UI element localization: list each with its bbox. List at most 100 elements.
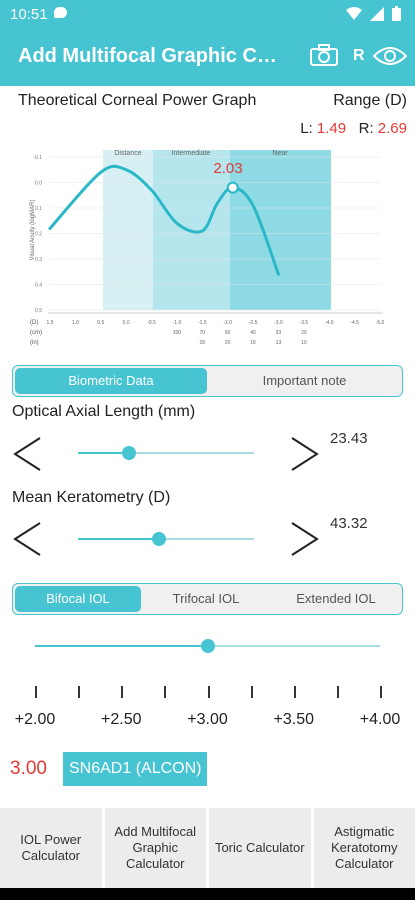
y-tick-label: 0.5 xyxy=(35,308,42,314)
camera-icon[interactable] xyxy=(310,44,338,66)
nav-add-multifocal-graphic-calculator[interactable]: Add Multifocal Graphic Calculator xyxy=(104,808,206,888)
add-slider-fill xyxy=(35,645,208,647)
axial-slider-fill xyxy=(78,452,130,454)
cm-tick-label: 50 xyxy=(225,330,231,336)
page-title: Add Multifocal Graphic Calculator xyxy=(18,45,288,67)
tab-bifocal-iol[interactable]: Bifocal IOL xyxy=(15,586,141,612)
zone-label-intermediate: Intermediate xyxy=(172,150,211,157)
in-tick-label: 28 xyxy=(200,340,206,346)
scale-label: +2.50 xyxy=(101,711,142,728)
y-tick-label: 0.0 xyxy=(35,181,42,187)
axial-increase-icon[interactable] xyxy=(290,436,320,472)
cm-tick-label: 100 xyxy=(173,330,182,336)
keratometry-slider-fill xyxy=(78,538,159,540)
peak-value-label: 2.03 xyxy=(213,160,242,177)
row-label-cm: (cm) xyxy=(30,330,42,336)
x-axis-ticks: 1.5 1.0 0.5 0.0 -0.5 -1.0 -1.5 -2.0 -2.5 -3.0 -3.5… xyxy=(47,320,385,346)
nav-iol-power-calculator[interactable]: IOL Power Calculator xyxy=(0,808,102,888)
scale-tick xyxy=(121,686,124,698)
keratometry-decrease-icon[interactable] xyxy=(12,521,42,557)
axial-length-slider[interactable] xyxy=(78,446,254,460)
corneal-power-chart: Distance Intermediate Near -0.1 0.0 0.1 0.2… xyxy=(30,150,385,346)
scale-label: +2.00 xyxy=(14,711,56,728)
scale-tick xyxy=(78,686,81,698)
zone-label-near: Near xyxy=(272,150,288,157)
in-tick-label: 16 xyxy=(250,340,256,346)
y-tick-label: 0.2 xyxy=(35,232,42,238)
nav-astigmatic-keratotomy-calculator[interactable]: Astigmatic Keratotomy Calculator xyxy=(313,808,415,888)
axial-slider-thumb[interactable] xyxy=(122,446,137,460)
status-bar: 10:51 xyxy=(0,0,415,30)
scale-tick xyxy=(293,686,296,698)
y-tick-label: 0.3 xyxy=(35,257,42,263)
right-range-value: 2.69 xyxy=(377,120,407,137)
scale-tick xyxy=(35,686,37,698)
iol-model-badge[interactable]: SN6AD1 (ALCON) xyxy=(63,752,208,786)
cm-tick-label: 70 xyxy=(200,330,206,336)
x-tick-label: -2.0 xyxy=(223,320,232,326)
tab-extended-iol[interactable]: Extended IOL xyxy=(296,591,376,606)
iol-type-tab-bar: Bifocal IOL Trifocal IOL Extended IOL xyxy=(12,583,403,615)
y-tick-label: 0.4 xyxy=(35,283,42,289)
in-tick-label: 10 xyxy=(301,340,307,346)
range-values: L: 1.49 R: 2.69 xyxy=(300,120,407,137)
peak-marker xyxy=(226,181,239,194)
left-range-label: L: xyxy=(300,120,313,137)
x-tick-label: -1.5 xyxy=(198,320,207,326)
x-tick-label: -4.0 xyxy=(325,320,334,326)
chart-grid: -0.1 0.0 0.1 0.2 0.3 0.4 0.5 xyxy=(33,155,380,314)
scale-label: +3.50 xyxy=(273,711,314,728)
status-icons xyxy=(346,6,401,21)
add-power-slider[interactable] xyxy=(35,639,380,653)
x-tick-label: -3.0 xyxy=(274,320,283,326)
axial-decrease-icon[interactable] xyxy=(12,436,42,472)
keratometry-slider-thumb[interactable] xyxy=(151,532,166,546)
app-bar: Add Multifocal Graphic Calculator R xyxy=(0,30,415,86)
x-tick-label: 0.5 xyxy=(97,320,104,326)
y-axis-label: Visual Acuity (logMAR) xyxy=(30,200,36,261)
keratometry-increase-icon[interactable] xyxy=(290,521,320,557)
x-tick-label: -3.5 xyxy=(300,320,309,326)
notification-icon xyxy=(54,7,67,18)
zone-label-distance: Distance xyxy=(114,150,141,157)
x-tick-label: -5.0 xyxy=(376,320,385,326)
add-slider-thumb[interactable] xyxy=(200,639,215,653)
near-zone-band xyxy=(230,150,331,310)
selected-add-value: 3.00 xyxy=(10,758,47,779)
scale-label: +3.00 xyxy=(187,711,228,728)
in-tick-label: 13 xyxy=(276,340,282,346)
x-tick-label: 1.5 xyxy=(47,320,54,326)
tab-biometric-data[interactable]: Biometric Data xyxy=(15,368,207,394)
cm-tick-label: 29 xyxy=(301,330,307,336)
left-range-value: 1.49 xyxy=(316,120,347,137)
bottom-nav: IOL Power Calculator Add Multifocal Grap… xyxy=(0,808,415,888)
info-tab-bar: Biometric Data Important note xyxy=(12,365,403,397)
y-tick-label: -0.1 xyxy=(33,155,42,161)
scale-tick xyxy=(164,686,167,698)
status-time: 10:51 xyxy=(10,6,48,23)
keratometry-slider[interactable] xyxy=(78,532,254,546)
right-range-label: R: xyxy=(358,120,374,137)
x-tick-label: -1.0 xyxy=(173,320,182,326)
keratometry-value: 43.32 xyxy=(330,515,368,532)
scale-tick xyxy=(380,686,382,698)
cm-tick-label: 33 xyxy=(276,330,282,336)
range-label: Range (D) xyxy=(333,92,407,109)
scale-tick xyxy=(336,686,339,698)
tab-important-note[interactable]: Important note xyxy=(262,373,347,388)
tab-trifocal-iol[interactable]: Trifocal IOL xyxy=(172,591,240,606)
axial-length-value: 23.43 xyxy=(330,430,368,447)
scale-tick xyxy=(250,686,253,698)
battery-icon xyxy=(392,6,401,21)
eye-icon[interactable] xyxy=(373,46,407,66)
nav-toric-calculator[interactable]: Toric Calculator xyxy=(209,808,311,888)
eye-side-label[interactable]: R xyxy=(353,47,365,64)
axial-length-label: Optical Axial Length (mm) xyxy=(12,403,196,420)
x-tick-label: -0.5 xyxy=(147,320,156,326)
x-tick-label: -4.5 xyxy=(350,320,359,326)
y-tick-label: 0.1 xyxy=(35,206,42,212)
row-label-diopter: (D) xyxy=(30,320,38,326)
in-tick-label: 20 xyxy=(225,340,231,346)
scale-tick xyxy=(207,686,210,698)
x-tick-label: 0.0 xyxy=(123,320,130,326)
